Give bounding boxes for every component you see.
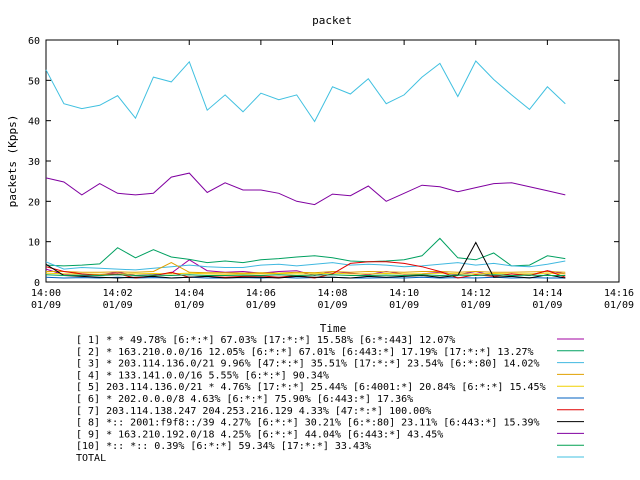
legend-entry-8: [ 8] *:: 2001:f9f8::/39 4.27% [6:*:*] 30… [76,418,540,429]
x-tick-label-date: 01/09 [532,300,562,311]
legend-entry-9: [ 9] * 163.210.192.0/18 4.25% [6:*:*] 44… [76,429,443,440]
series-line-4 [46,262,566,274]
x-tick-label-time: 14:08 [317,288,347,299]
x-tick-label-date: 01/09 [246,300,276,311]
x-tick-label-time: 14:00 [31,288,61,299]
series-line-9 [45,172,566,206]
series-line-8 [45,241,566,279]
y-tick-label: 40 [28,117,40,128]
x-tick-label-date: 01/09 [604,300,634,311]
chart-title: packet [312,14,352,27]
series-line-3 [45,260,566,271]
x-tick-label-date: 01/09 [31,300,61,311]
axes: 010203040506014:0001/0914:0201/0914:0401… [28,36,634,311]
legend-entry-7: [ 7] 203.114.138.247 204.253.216.129 4.3… [76,406,431,417]
x-tick-label-date: 01/09 [317,300,347,311]
series-line-10 [45,274,566,277]
series-line-5 [45,272,566,275]
legend-entry-1: [ 1] * * 49.78% [6:*:*] 67.03% [17:*:*] … [76,335,455,346]
y-tick-label: 60 [28,36,40,47]
legend-entry-11: TOTAL [76,453,106,464]
legend-entry-5: [ 5] 203.114.136.0/21 * 4.76% [17:*:*] 2… [76,382,546,393]
y-tick-label: 20 [28,197,40,208]
y-tick-label: 10 [28,238,40,249]
legend-entry-4: [ 4] * 133.141.0.0/16 5.55% [6:*:*] 90.3… [76,370,329,381]
y-axis-label: packets (Kpps) [6,115,19,208]
series-line-6 [45,276,566,279]
legend-entry-10: [10] *:: *:: 0.39% [6:*:*] 59.34% [17:*:… [76,441,371,452]
x-tick-label-time: 14:06 [246,288,276,299]
x-tick-label-date: 01/09 [389,300,419,311]
x-tick-label-time: 14:12 [461,288,491,299]
legend-entry-3: [ 3] * 203.114.136.0/21 9.96% [47:*:*] 3… [76,359,540,370]
y-tick-label: 50 [28,76,40,87]
x-tick-label-time: 14:02 [103,288,133,299]
legend-entry-6: [ 6] * 202.0.0.0/8 4.63% [6:*:*] 75.90% … [76,394,413,405]
legend-entry-2: [ 2] * 163.210.0.0/16 12.05% [6:*:*] 67.… [76,347,534,358]
series-layer [45,60,566,279]
y-tick-label: 0 [34,278,40,289]
x-tick-label-time: 14:04 [174,288,204,299]
x-tick-label-date: 01/09 [103,300,133,311]
x-tick-label-time: 14:16 [604,288,634,299]
x-tick-label-time: 14:10 [389,288,419,299]
series-line-11 [45,60,566,123]
x-tick-label-time: 14:14 [532,288,562,299]
x-tick-label-date: 01/09 [174,300,204,311]
series-line-2 [45,237,566,267]
x-tick-label-date: 01/09 [461,300,491,311]
y-tick-label: 30 [28,157,40,168]
legend: [ 1] * * 49.78% [6:*:*] 67.03% [17:*:*] … [76,335,584,464]
x-axis-label: Time [320,322,347,335]
